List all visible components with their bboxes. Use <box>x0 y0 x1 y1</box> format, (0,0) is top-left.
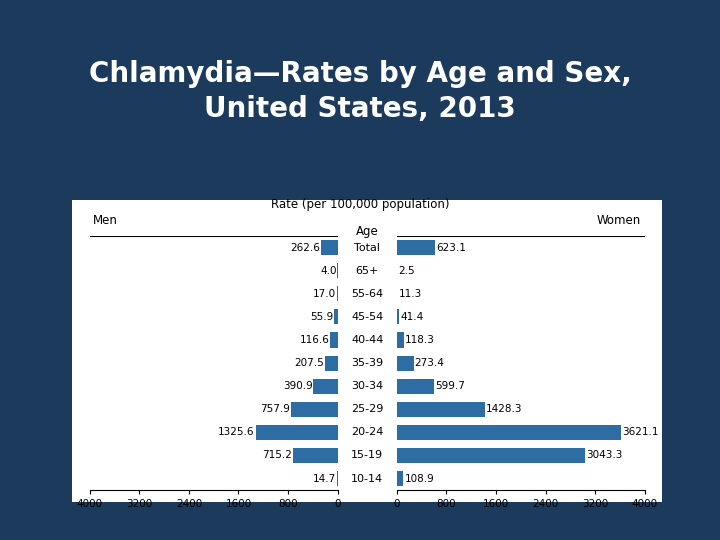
Bar <box>397 309 400 325</box>
Text: 390.9: 390.9 <box>283 381 312 391</box>
Text: 17.0: 17.0 <box>312 289 336 299</box>
Text: 116.6: 116.6 <box>300 335 330 345</box>
Text: 14.7: 14.7 <box>312 474 336 483</box>
Text: 65+: 65+ <box>356 266 379 276</box>
Bar <box>334 309 338 325</box>
Text: 757.9: 757.9 <box>260 404 289 414</box>
Bar <box>397 356 414 370</box>
Text: Women: Women <box>597 214 641 227</box>
Text: 10-14: 10-14 <box>351 474 383 483</box>
Bar <box>293 448 338 463</box>
Text: 40-44: 40-44 <box>351 335 383 345</box>
Bar <box>397 333 404 348</box>
Text: Chlamydia—Rates by Age and Sex,
United States, 2013: Chlamydia—Rates by Age and Sex, United S… <box>89 60 631 123</box>
Text: 41.4: 41.4 <box>400 312 423 322</box>
Text: Age: Age <box>356 225 379 238</box>
Text: 25-29: 25-29 <box>351 404 383 414</box>
Text: 623.1: 623.1 <box>436 242 466 253</box>
Bar <box>337 471 338 486</box>
Text: 4.0: 4.0 <box>320 266 336 276</box>
Text: 30-34: 30-34 <box>351 381 383 391</box>
Bar <box>291 402 338 417</box>
Text: 262.6: 262.6 <box>291 242 320 253</box>
Text: 20-24: 20-24 <box>351 427 383 437</box>
Text: 2.5: 2.5 <box>398 266 415 276</box>
Bar <box>397 402 485 417</box>
Text: 108.9: 108.9 <box>405 474 434 483</box>
Text: 55-64: 55-64 <box>351 289 383 299</box>
Text: 1325.6: 1325.6 <box>218 427 255 437</box>
Text: 207.5: 207.5 <box>294 358 324 368</box>
Bar <box>337 286 338 301</box>
Bar <box>321 240 338 255</box>
Text: 118.3: 118.3 <box>405 335 435 345</box>
Bar <box>330 333 338 348</box>
Text: Men: Men <box>94 214 118 227</box>
Text: 35-39: 35-39 <box>351 358 383 368</box>
Text: 15-19: 15-19 <box>351 450 383 461</box>
Bar <box>397 425 621 440</box>
Bar <box>256 425 338 440</box>
Bar <box>397 448 585 463</box>
Bar <box>325 356 338 370</box>
Bar <box>313 379 338 394</box>
Text: 3621.1: 3621.1 <box>622 427 659 437</box>
Text: 45-54: 45-54 <box>351 312 383 322</box>
Text: Total: Total <box>354 242 380 253</box>
Text: 273.4: 273.4 <box>415 358 444 368</box>
Text: 55.9: 55.9 <box>310 312 333 322</box>
Bar <box>397 471 403 486</box>
Text: 11.3: 11.3 <box>398 289 422 299</box>
Text: 599.7: 599.7 <box>435 381 464 391</box>
Text: 3043.3: 3043.3 <box>586 450 623 461</box>
Text: 715.2: 715.2 <box>263 450 292 461</box>
Bar <box>397 240 436 255</box>
Bar <box>397 379 434 394</box>
Text: Rate (per 100,000 population): Rate (per 100,000 population) <box>271 198 449 211</box>
Text: 1428.3: 1428.3 <box>486 404 523 414</box>
